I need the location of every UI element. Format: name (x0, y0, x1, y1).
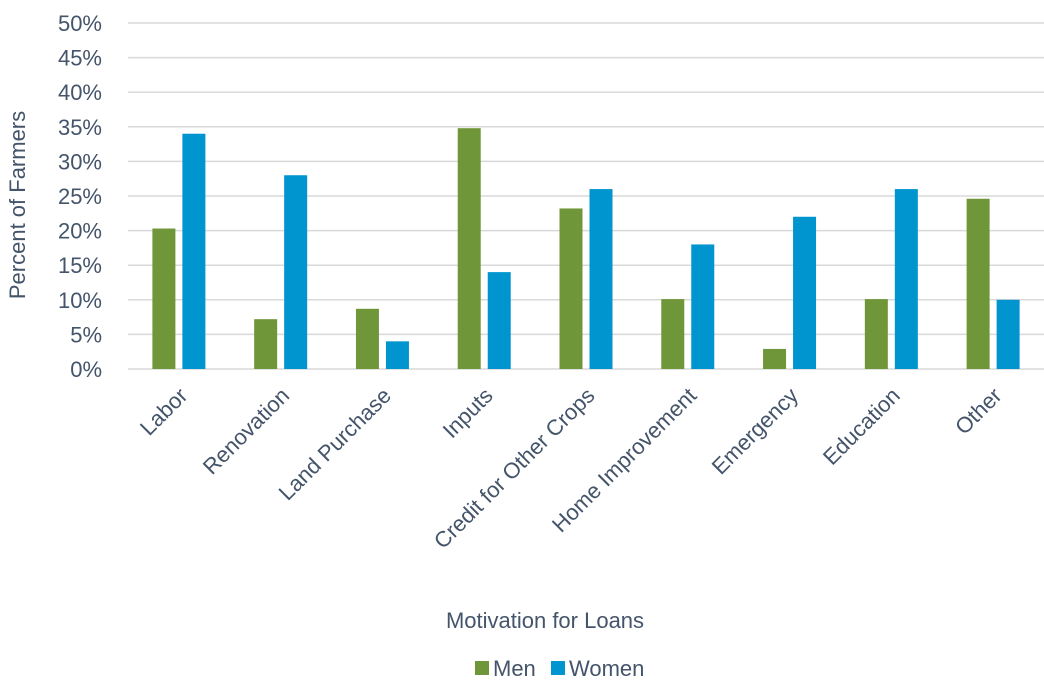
legend: Men Women (475, 656, 644, 681)
legend-label-women: Women (569, 656, 644, 681)
y-tick-label: 35% (58, 115, 102, 140)
legend-swatch-men (475, 661, 489, 675)
x-tick-label: Other (950, 383, 1007, 440)
y-tick-label: 30% (58, 149, 102, 174)
legend-label-men: Men (493, 656, 536, 681)
x-tick-label: Labor (135, 383, 192, 440)
x-axis-title: Motivation for Loans (446, 608, 644, 633)
y-tick-label: 0% (70, 357, 102, 382)
bar-women (182, 133, 206, 369)
bar-women (385, 341, 409, 369)
bar-men (457, 128, 481, 369)
bar-women (589, 189, 613, 369)
x-tick-label: Inputs (438, 383, 498, 443)
y-tick-label: 50% (58, 11, 102, 36)
bar-men (355, 308, 379, 369)
bar-men (559, 208, 583, 369)
x-tick-label: Emergency (707, 383, 803, 479)
y-tick-label: 25% (58, 184, 102, 209)
bar-men (864, 299, 888, 369)
bar-men (966, 198, 990, 369)
bar-women (793, 216, 817, 369)
y-tick-label: 45% (58, 46, 102, 71)
y-tick-label: 40% (58, 80, 102, 105)
bar-men (152, 228, 176, 369)
bar-men (661, 299, 685, 369)
bar-women (996, 299, 1020, 369)
bar-men (254, 319, 278, 369)
bar-women (487, 272, 511, 369)
x-tick-label: Education (818, 383, 905, 470)
y-tick-label: 5% (70, 322, 102, 347)
bars (152, 128, 1020, 369)
gridlines (128, 22, 1044, 370)
legend-swatch-women (551, 661, 565, 675)
y-axis-title: Percent of Farmers (5, 111, 30, 299)
y-tick-label: 10% (58, 288, 102, 313)
x-tick-label: Renovation (198, 383, 294, 479)
y-tick-label: 15% (58, 253, 102, 278)
bar-men (763, 348, 787, 369)
y-axis-ticks: 0% 5% 10% 15% 20% 25% 30% 35% 40% 45% 50% (58, 11, 102, 382)
bar-women (894, 189, 918, 369)
y-tick-label: 20% (58, 219, 102, 244)
bar-women (284, 175, 308, 369)
bar-women (691, 244, 715, 369)
